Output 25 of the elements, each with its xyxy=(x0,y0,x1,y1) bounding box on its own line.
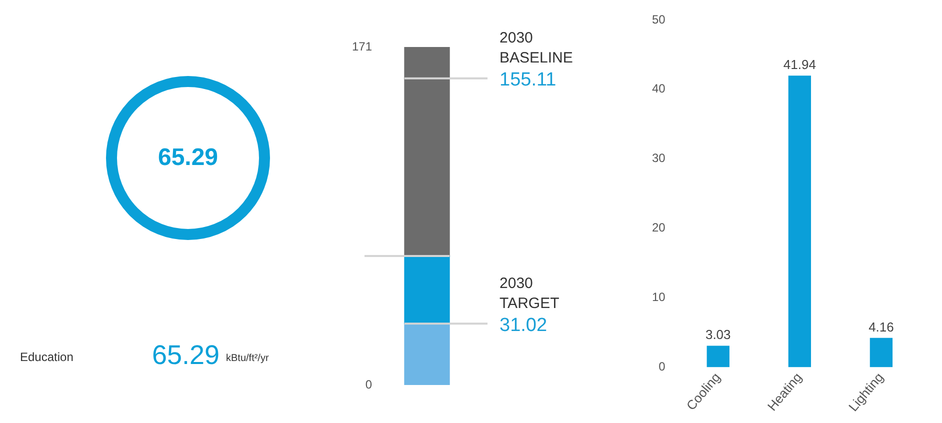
text: 31.02 xyxy=(500,314,548,336)
y-tick-label: 20 xyxy=(652,220,666,235)
bar xyxy=(404,323,450,385)
y-tick-label: 10 xyxy=(652,290,666,304)
text: kBtu/ft²/yr xyxy=(226,353,269,364)
y-tick-label: 0 xyxy=(365,377,372,392)
bar xyxy=(706,346,730,368)
y-tick-label: 30 xyxy=(652,151,666,166)
bar xyxy=(788,76,812,368)
bar xyxy=(870,338,893,368)
ref-line-label: 2030 BASELINE xyxy=(500,30,573,67)
y-tick-label: 0 xyxy=(658,359,666,374)
text: Education xyxy=(20,350,74,364)
text: 65.29 xyxy=(152,340,220,371)
bar xyxy=(404,47,450,257)
y-tick-label: 40 xyxy=(652,82,666,96)
data-label: 4.16 xyxy=(868,319,894,334)
y-tick-label: 50 xyxy=(652,12,666,26)
text: 65.29 xyxy=(158,144,218,172)
data-label: 41.94 xyxy=(783,57,816,72)
ref-line-label: 2030 TARGET xyxy=(500,274,560,312)
y-tick-label: 171 xyxy=(352,39,372,54)
text: 155.11 xyxy=(500,70,556,91)
data-label: 3.03 xyxy=(705,327,731,342)
bar xyxy=(404,256,450,324)
